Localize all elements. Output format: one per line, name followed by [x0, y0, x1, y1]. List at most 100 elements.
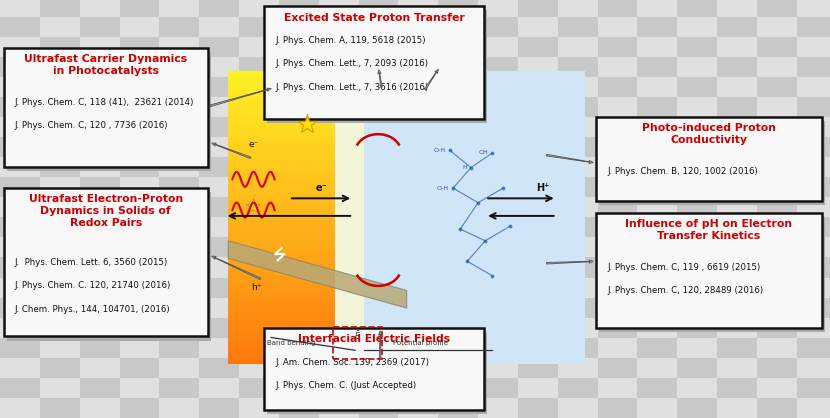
- Bar: [518, 217, 558, 237]
- Bar: [558, 217, 598, 237]
- Bar: [359, 217, 398, 237]
- Bar: [199, 17, 239, 37]
- Bar: [264, 328, 484, 410]
- Bar: [279, 398, 319, 418]
- Bar: [598, 117, 637, 137]
- Bar: [0, 318, 40, 338]
- Bar: [228, 159, 335, 166]
- Bar: [398, 298, 438, 318]
- Bar: [797, 97, 830, 117]
- Bar: [319, 137, 359, 157]
- Bar: [0, 217, 40, 237]
- Bar: [80, 378, 120, 398]
- Bar: [199, 57, 239, 77]
- Bar: [637, 17, 677, 37]
- Bar: [717, 77, 757, 97]
- Bar: [558, 338, 598, 358]
- Bar: [120, 257, 159, 278]
- Text: Excited State Proton Transfer: Excited State Proton Transfer: [284, 13, 464, 23]
- Bar: [239, 398, 279, 418]
- Bar: [0, 157, 40, 177]
- Bar: [438, 257, 478, 278]
- Text: J. Am. Chem. Soc. 139, 2369 (2017): J. Am. Chem. Soc. 139, 2369 (2017): [275, 358, 429, 367]
- Bar: [677, 298, 717, 318]
- Bar: [279, 358, 319, 378]
- Bar: [717, 117, 757, 137]
- Bar: [757, 257, 797, 278]
- Bar: [279, 378, 319, 398]
- Bar: [228, 291, 335, 298]
- Bar: [199, 318, 239, 338]
- Bar: [120, 298, 159, 318]
- Bar: [797, 0, 830, 17]
- Bar: [438, 398, 478, 418]
- Bar: [228, 188, 335, 196]
- Bar: [239, 257, 279, 278]
- Bar: [797, 358, 830, 378]
- Bar: [40, 217, 80, 237]
- Bar: [80, 0, 120, 17]
- Bar: [228, 210, 335, 217]
- Bar: [637, 217, 677, 237]
- Bar: [199, 278, 239, 298]
- Bar: [319, 17, 359, 37]
- Bar: [717, 378, 757, 398]
- Bar: [228, 203, 335, 210]
- Bar: [279, 97, 319, 117]
- Text: Potential profile: Potential profile: [393, 340, 447, 346]
- Text: J. Phys. Chem. C, 119 , 6619 (2015): J. Phys. Chem. C, 119 , 6619 (2015): [608, 263, 760, 272]
- Bar: [228, 349, 335, 356]
- Bar: [717, 37, 757, 57]
- Bar: [558, 197, 598, 217]
- Bar: [80, 358, 120, 378]
- Bar: [239, 137, 279, 157]
- Bar: [478, 318, 518, 338]
- Bar: [40, 257, 80, 278]
- Bar: [80, 237, 120, 257]
- Text: O-H: O-H: [433, 148, 446, 153]
- Bar: [120, 318, 159, 338]
- Bar: [228, 313, 335, 320]
- Bar: [398, 197, 438, 217]
- Bar: [199, 257, 239, 278]
- Bar: [199, 338, 239, 358]
- Bar: [438, 338, 478, 358]
- Bar: [596, 117, 822, 201]
- Bar: [757, 358, 797, 378]
- Bar: [717, 157, 757, 177]
- Bar: [239, 0, 279, 17]
- Bar: [120, 338, 159, 358]
- Bar: [757, 398, 797, 418]
- Bar: [398, 37, 438, 57]
- Bar: [80, 97, 120, 117]
- Bar: [518, 177, 558, 197]
- Text: OH: OH: [478, 150, 488, 155]
- Bar: [478, 278, 518, 298]
- Bar: [478, 137, 518, 157]
- Bar: [159, 17, 199, 37]
- Bar: [80, 137, 120, 157]
- Bar: [478, 0, 518, 17]
- Bar: [319, 237, 359, 257]
- Bar: [120, 77, 159, 97]
- Bar: [518, 358, 558, 378]
- Bar: [677, 0, 717, 17]
- Bar: [598, 298, 637, 318]
- Bar: [398, 17, 438, 37]
- Bar: [120, 358, 159, 378]
- Bar: [757, 37, 797, 57]
- Bar: [0, 197, 40, 217]
- Bar: [80, 398, 120, 418]
- Text: J. Phys. Chem. C, 118 (41),  23621 (2014): J. Phys. Chem. C, 118 (41), 23621 (2014): [14, 98, 193, 107]
- Bar: [159, 338, 199, 358]
- Text: $\bar{E}$: $\bar{E}$: [354, 329, 361, 342]
- Bar: [239, 37, 279, 57]
- Bar: [279, 0, 319, 17]
- Bar: [0, 338, 40, 358]
- Bar: [228, 71, 335, 78]
- Bar: [359, 237, 398, 257]
- Bar: [677, 137, 717, 157]
- Bar: [279, 117, 319, 137]
- Bar: [598, 278, 637, 298]
- Bar: [239, 57, 279, 77]
